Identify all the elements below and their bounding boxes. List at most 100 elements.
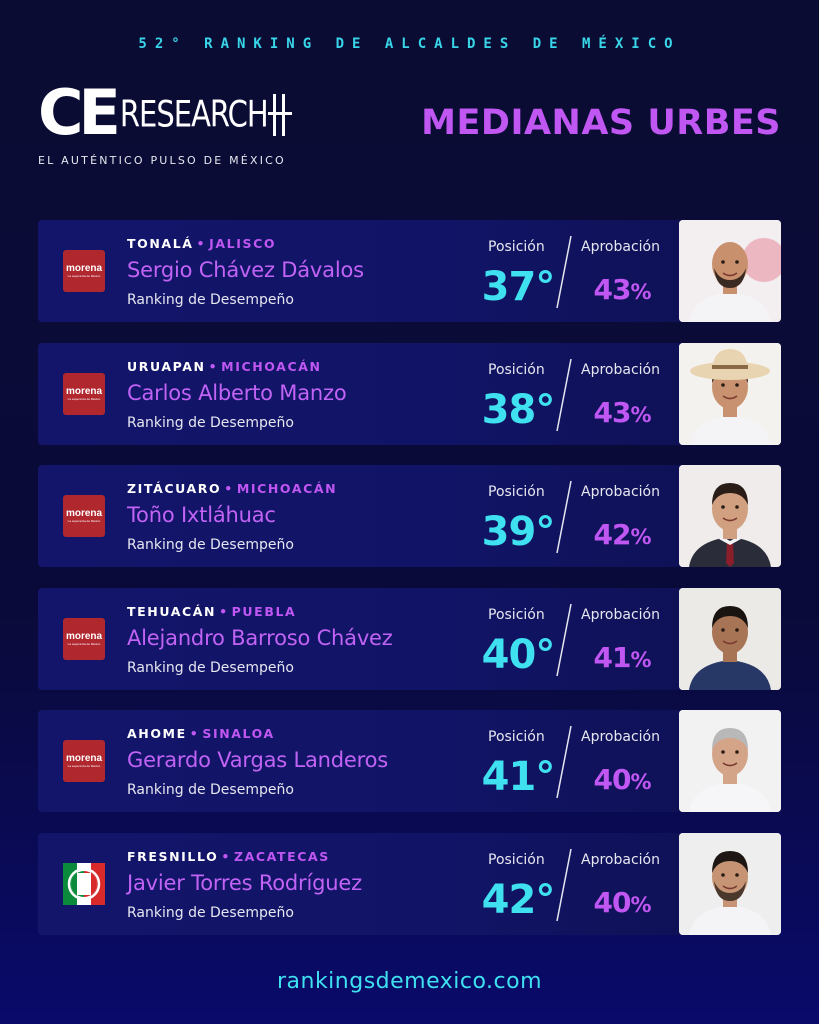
morena-logo-icon: morena La esperanza de México [63,740,105,783]
mayor-card-4: morena La esperanza de México TEHUACÁN • PU… [38,587,781,690]
pri-logo [63,862,105,905]
approval-number: 41 [593,640,631,674]
approval-number: 40 [593,763,631,797]
mayor-photo [679,342,781,445]
logo-hash-icon [267,94,292,136]
mayor-state: SINALOA [202,726,275,742]
approval-number: 40 [593,885,631,919]
mayor-location: TEHUACÁN • PUEBLA [127,604,296,619]
mayor-location: AHOME • SINALOA [127,726,275,741]
mayor-location: TONALÁ • JALISCO [127,236,276,251]
portrait-icon [679,710,781,813]
approval-number: 43 [593,395,631,429]
pri-logo-icon [63,862,105,905]
mayor-card-2: morena La esperanza de México URUAPAN • MIC… [38,342,781,445]
location-separator: • [208,358,219,374]
position-value: 40° [481,631,556,678]
approval-label: Aprobación [581,361,660,378]
location-separator: • [219,603,229,619]
party-slogan: La esperanza de México [67,274,101,278]
approval-value: 40% [578,764,666,798]
mayor-photo [679,220,781,322]
mayor-city: TONALÁ [127,236,194,251]
portrait-icon [679,832,781,935]
party-name: morena [65,385,103,397]
portrait-icon [679,587,781,690]
ranking-subtitle: Ranking de Desempeño [127,292,294,308]
ranking-subtitle: Ranking de Desempeño [127,782,294,799]
location-separator: • [189,726,200,742]
mayor-city: AHOME [127,726,187,742]
party-name: morena [65,508,103,520]
mayor-city: ZITÁCUARO [127,481,222,497]
mayor-ranking-list: morena La esperanza de México TONALÁ • JALI… [38,220,781,956]
approval-value: 42% [578,519,666,553]
position-value: 42° [481,876,556,923]
party-slogan: La esperanza de México [67,519,101,524]
ranking-edition-title: 52° RANKING DE ALCALDES DE MÉXICO [138,36,681,52]
approval-unit: % [630,770,651,795]
mayor-location: URUAPAN • MICHOACÁN [127,359,322,374]
slash-divider [556,726,572,799]
approval-label: Aprobación [581,729,660,746]
approval-number: 42 [593,518,631,552]
approval-value: 43% [578,395,666,431]
logo-research-text: RESEARCH [119,92,269,136]
party-name: morena [65,630,103,642]
mayor-state: PUEBLA [231,603,297,619]
ranking-subtitle: Ranking de Desempeño [127,414,294,431]
mayor-name: Alejandro Barroso Chávez [127,625,393,650]
mayor-photo [679,465,781,568]
slash-divider [556,848,572,922]
mayor-state: JALISCO [209,236,277,251]
position-value: 41° [481,754,556,801]
portrait-icon [679,220,781,322]
approval-label: Aprobación [581,239,660,255]
position-label: Posición [488,606,545,623]
position-label: Posición [488,729,545,746]
website-url[interactable]: rankingsdemexico.com [276,969,543,994]
location-separator: • [221,848,231,864]
mayor-name: Carlos Alberto Manzo [127,380,347,405]
slash-divider [556,235,572,309]
mayor-card-1: morena La esperanza de México TONALÁ • JALI… [38,220,781,322]
approval-label: Aprobación [581,606,660,623]
ranking-subtitle: Ranking de Desempeño [127,904,294,921]
logo-ce-text: CE [38,76,121,149]
mayor-city: TEHUACÁN [127,603,217,619]
mayor-city: FRESNILLO [127,848,219,864]
portrait-icon [679,465,781,568]
ce-research-logo: CE RESEARCH EL AUTÉNTICO PULSO DE MÉXICO [38,76,292,172]
party-slogan: La esperanza de México [67,641,101,646]
morena-logo-icon: morena La esperanza de México [63,372,105,415]
mayor-photo [679,710,781,813]
party-slogan: La esperanza de México [67,764,101,769]
slash-divider [556,358,572,431]
mayor-state: ZACATECAS [233,848,330,864]
approval-value: 41% [578,640,666,676]
party-name: morena [65,753,103,765]
slash-divider [556,603,572,676]
mayor-location: ZITÁCUARO • MICHOACÁN [127,481,337,496]
mayor-card-5: morena La esperanza de México AHOME • SINAL… [38,710,781,813]
position-label: Posición [488,484,545,501]
approval-value: 43% [578,274,666,308]
slash-divider [556,481,572,554]
approval-label: Aprobación [581,851,660,868]
mayor-card-3: morena La esperanza de México ZITÁCUARO • M… [38,465,781,568]
logo-tagline: EL AUTÉNTICO PULSO DE MÉXICO [38,154,286,167]
position-label: Posición [488,361,545,378]
morena-logo-icon: morena La esperanza de México [63,495,105,538]
position-value: 37° [481,264,556,310]
mayor-photo [679,832,781,935]
position-value: 39° [481,509,556,556]
portrait-icon [679,342,781,445]
approval-label: Aprobación [581,484,660,501]
position-value: 38° [481,386,556,433]
mayor-state: MICHOACÁN [221,358,322,374]
mayor-name: Sergio Chávez Dávalos [127,258,364,282]
location-separator: • [224,481,234,497]
approval-unit: % [630,525,651,550]
mayor-city: URUAPAN [127,358,206,374]
mayor-photo [679,587,781,690]
